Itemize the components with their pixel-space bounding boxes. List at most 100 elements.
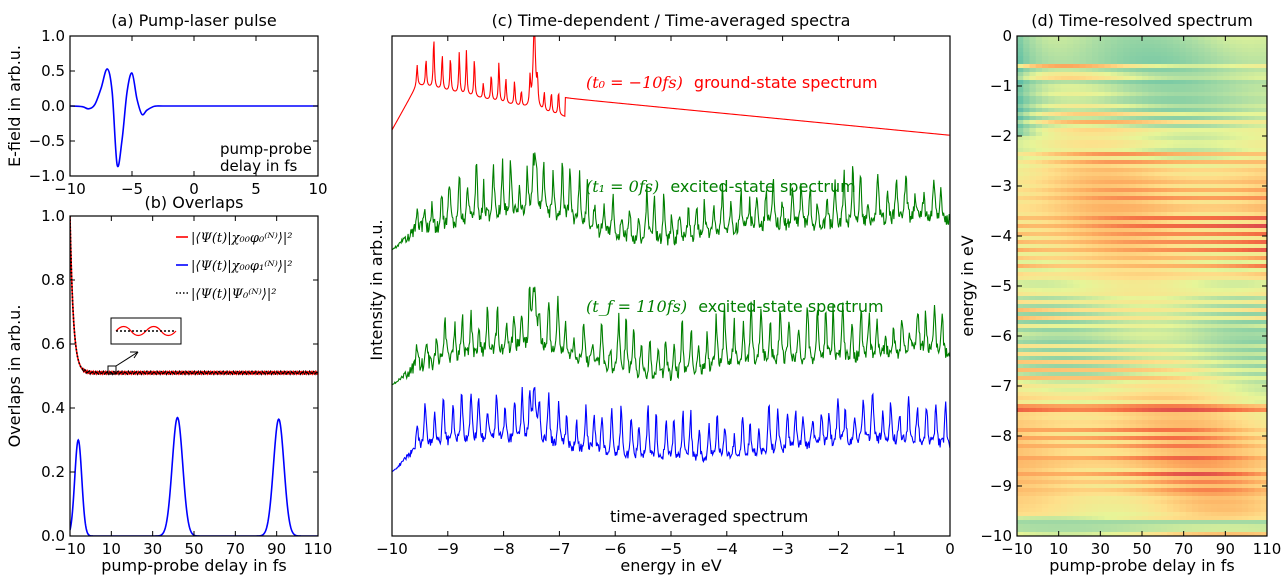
panel-d-heat-cell	[1042, 268, 1049, 273]
panel-d-heat-cell	[1148, 92, 1156, 97]
panel-d-heat-cell	[1179, 244, 1187, 249]
panel-d-heat-cell	[1223, 496, 1231, 501]
panel-d-heat-cell	[1085, 476, 1093, 481]
panel-d-heat-cell	[1198, 316, 1206, 321]
panel-d-heat-cell	[1148, 56, 1156, 61]
panel-d-heat-cell	[1117, 244, 1124, 249]
panel-d-heat-cell	[1117, 472, 1124, 477]
panel-d-heat-cell	[1017, 500, 1024, 505]
panel-d-heat-cell	[1198, 80, 1206, 85]
panel-d-heat-cell	[1173, 400, 1181, 405]
panel-d-heat-cell	[1248, 168, 1256, 173]
panel-d-heat-cell	[1060, 196, 1068, 201]
panel-d-heat-cell	[1142, 108, 1149, 113]
panel-d-heat-cell	[1023, 464, 1031, 469]
panel-a-title: (a) Pump-laser pulse	[111, 11, 276, 30]
panel-d-heat-cell	[1254, 284, 1262, 289]
panel-d-heat-cell	[1142, 292, 1149, 297]
panel-d-heat-cell	[1129, 120, 1137, 125]
panel-d-heat-cell	[1123, 92, 1131, 97]
panel-d-heat-cell	[1029, 512, 1037, 517]
panel-d-heat-cell	[1035, 480, 1043, 485]
panel-d-heat-cell	[1079, 56, 1087, 61]
panel-d-heat-cell	[1160, 288, 1168, 293]
panel-d-heat-cell	[1254, 236, 1262, 241]
panel-d-heat-cell	[1235, 144, 1243, 149]
panel-d-heat-cell	[1042, 452, 1049, 457]
panel-d-heat-cell	[1117, 164, 1124, 169]
panel-d-heat-cell	[1123, 248, 1131, 253]
panel-d-heat-cell	[1017, 336, 1024, 341]
panel-d-heat-cell	[1167, 316, 1174, 321]
panel-d-heat-cell	[1054, 60, 1062, 65]
panel-d-heat-cell	[1104, 224, 1112, 229]
panel-d-heat-cell	[1185, 408, 1193, 413]
panel-d-heat-cell	[1067, 156, 1074, 161]
panel-d-heat-cell	[1248, 472, 1256, 477]
panel-d-heat-cell	[1073, 128, 1081, 133]
panel-d-heat-cell	[1229, 136, 1237, 141]
panel-d-heat-cell	[1260, 476, 1267, 481]
panel-d-heat-cell	[1085, 160, 1093, 165]
panel-d-heat-cell	[1035, 44, 1043, 49]
panel-d-heat-cell	[1110, 376, 1118, 381]
panel-d-heat-cell	[1073, 376, 1081, 381]
panel-d-heat-cell	[1035, 68, 1043, 73]
panel-d-heat-cell	[1260, 408, 1267, 413]
panel-d-heat-cell	[1117, 232, 1124, 237]
panel-d-heat-cell	[1217, 320, 1224, 325]
panel-d-heat-cell	[1023, 312, 1031, 317]
panel-d-heat-cell	[1017, 240, 1024, 245]
panel-d-heat-cell	[1104, 112, 1112, 117]
panel-d-heat-cell	[1135, 164, 1143, 169]
panel-d-heat-cell	[1217, 340, 1224, 345]
panel-d-heat-cell	[1167, 424, 1174, 429]
panel-d-heat-cell	[1173, 316, 1181, 321]
panel-d-heat-cell	[1229, 116, 1237, 121]
panel-d-heat-cell	[1204, 340, 1212, 345]
panel-d-heat-cell	[1029, 120, 1037, 125]
panel-d-heat-cell	[1079, 48, 1087, 53]
panel-d-heat-cell	[1123, 480, 1131, 485]
panel-d-heat-cell	[1073, 396, 1081, 401]
panel-d-heat-cell	[1117, 264, 1124, 269]
panel-d-heat-cell	[1154, 348, 1162, 353]
panel-d-heat-cell	[1185, 328, 1193, 333]
panel-d-heat-cell	[1173, 364, 1181, 369]
panel-d-heat-cell	[1029, 212, 1037, 217]
panel-d-heat-cell	[1173, 124, 1181, 129]
panel-d-heat-cell	[1017, 496, 1024, 501]
panel-d-heat-cell	[1135, 140, 1143, 145]
panel-d-heat-cell	[1173, 284, 1181, 289]
panel-d-heat-cell	[1123, 260, 1131, 265]
panel-d-heat-cell	[1035, 268, 1043, 273]
panel-d-heat-cell	[1223, 40, 1231, 45]
panel-d-heat-cell	[1098, 52, 1106, 57]
panel-d-heat-cell	[1260, 204, 1267, 209]
panel-d-heat-cell	[1185, 220, 1193, 225]
panel-d-heat-cell	[1067, 476, 1074, 481]
panel-d-heat-cell	[1210, 372, 1218, 377]
panel-d-heat-cell	[1198, 252, 1206, 257]
panel-d-heat-cell	[1067, 84, 1074, 89]
panel-d-heat-cell	[1185, 288, 1193, 293]
panel-d-heat-cell	[1179, 468, 1187, 473]
panel-d-heat-cell	[1185, 144, 1193, 149]
panel-d-heat-cell	[1185, 420, 1193, 425]
panel-d-heat-cell	[1173, 232, 1181, 237]
panel-d-heat-cell	[1048, 356, 1056, 361]
panel-d-heat-cell	[1060, 216, 1068, 221]
panel-d-heat-cell	[1098, 196, 1106, 201]
panel-d-heat-cell	[1154, 60, 1162, 65]
panel-d-heat-cell	[1023, 228, 1031, 233]
panel-d-heat-cell	[1210, 416, 1218, 421]
panel-d-heat-cell	[1154, 472, 1162, 477]
panel-d-heat-cell	[1048, 140, 1056, 145]
panel-d-heat-cell	[1092, 380, 1099, 385]
panel-d-heat-cell	[1242, 356, 1249, 361]
panel-d-heat-cell	[1167, 196, 1174, 201]
panel-d-heat-cell	[1079, 432, 1087, 437]
panel-d-heat-cell	[1060, 120, 1068, 125]
panel-d-heat-cell	[1085, 348, 1093, 353]
panel-d-heat-cell	[1073, 36, 1081, 41]
